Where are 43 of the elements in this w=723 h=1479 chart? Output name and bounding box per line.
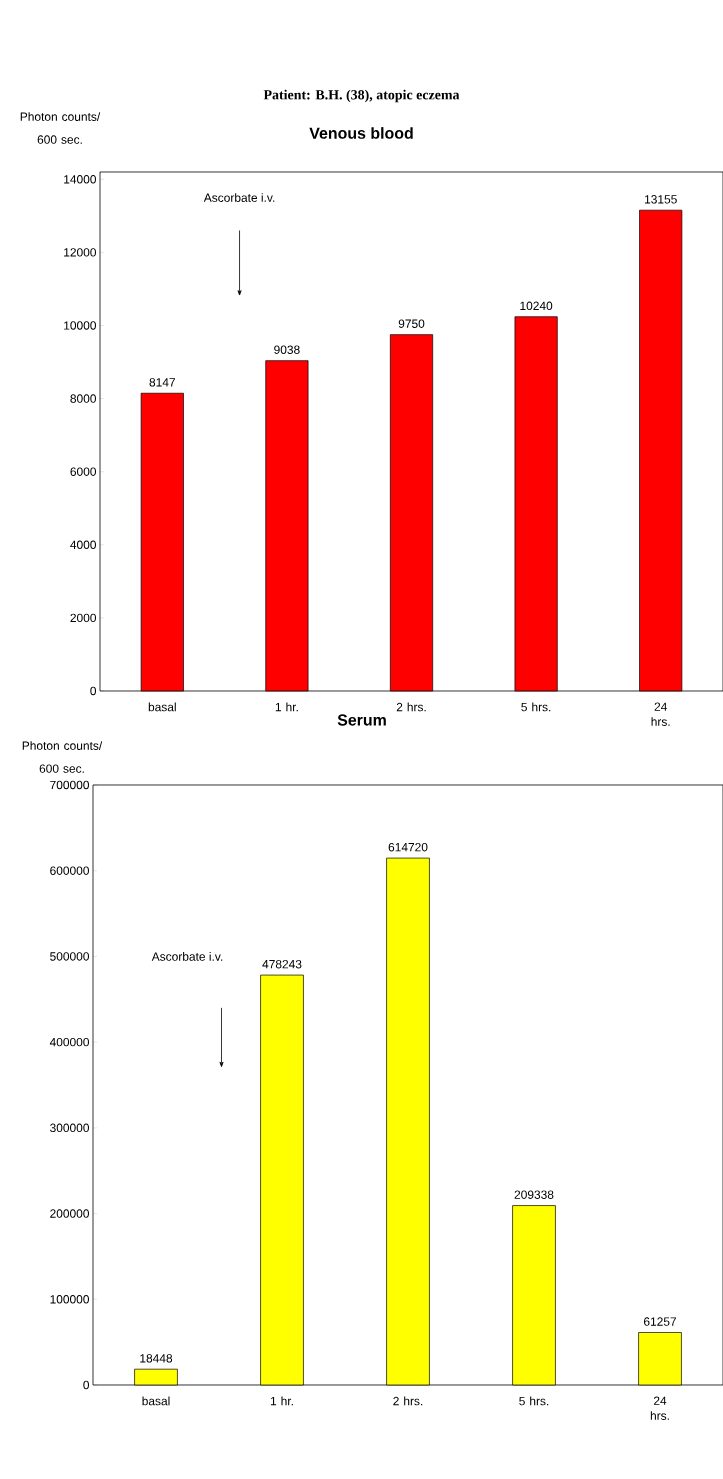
x-tick-label: 2 hrs.: [393, 1396, 423, 1406]
data-label: 8147: [149, 378, 175, 387]
x-tick-label: 2 hrs.: [396, 702, 426, 712]
data-label: 209338: [514, 1190, 554, 1199]
y-tick-label: 400000: [49, 1037, 90, 1047]
x-tick-label: 1 hr.: [275, 702, 298, 712]
annotation: Ascorbate i.v.: [203, 193, 275, 202]
x-tick-label: 5 hrs.: [521, 702, 551, 712]
y-tick-label: 10000: [64, 321, 97, 330]
y-tick-label: 700000: [50, 780, 90, 790]
y-tick-label: 4000: [70, 540, 97, 550]
y-tick-label: 14000: [64, 175, 97, 184]
x-tick-label: 24 hrs.: [651, 702, 670, 726]
x-tick-label: 5 hrs.: [519, 1396, 549, 1406]
data-label: 478243: [262, 959, 302, 969]
annotation: Ascorbate i.v.: [151, 952, 223, 961]
data-label: 9750: [398, 319, 425, 328]
chart-title: Serum: [337, 714, 386, 726]
y-tick-label: 2000: [70, 613, 97, 623]
x-tick-label: basal: [148, 702, 176, 712]
data-label: 10240: [520, 301, 553, 311]
y-tick-label: 300000: [50, 1123, 90, 1133]
y-tick-label: 100000: [50, 1295, 90, 1304]
y-tick-label: 600000: [50, 866, 90, 875]
y-tick-label: 200000: [50, 1209, 90, 1218]
data-label: 614720: [388, 842, 428, 852]
data-label: 13155: [644, 195, 677, 204]
data-label: 61257: [644, 1317, 677, 1326]
data-label: 9038: [274, 345, 300, 354]
y-tick-label: 0: [83, 1380, 90, 1390]
y-tick-label: 0: [90, 686, 97, 696]
x-tick-label: 24 hrs.: [650, 1396, 669, 1420]
text: Photon counts/ 600 sec.: [20, 112, 101, 144]
text: Photon counts/ 600 sec.: [22, 741, 103, 773]
y-tick-label: 6000: [70, 467, 97, 476]
chart-subtitle: Venous blood: [309, 127, 413, 139]
y-tick-label: 500000: [50, 952, 90, 961]
data-label: 18448: [140, 1354, 173, 1363]
y-tick-label: 8000: [70, 394, 97, 403]
y-tick-label: 12000: [64, 248, 97, 257]
x-tick-label: basal: [142, 1396, 170, 1406]
x-tick-label: 1 hr.: [270, 1396, 293, 1406]
chart-title: Patient: B.H. (38), atopic eczema: [263, 89, 460, 103]
